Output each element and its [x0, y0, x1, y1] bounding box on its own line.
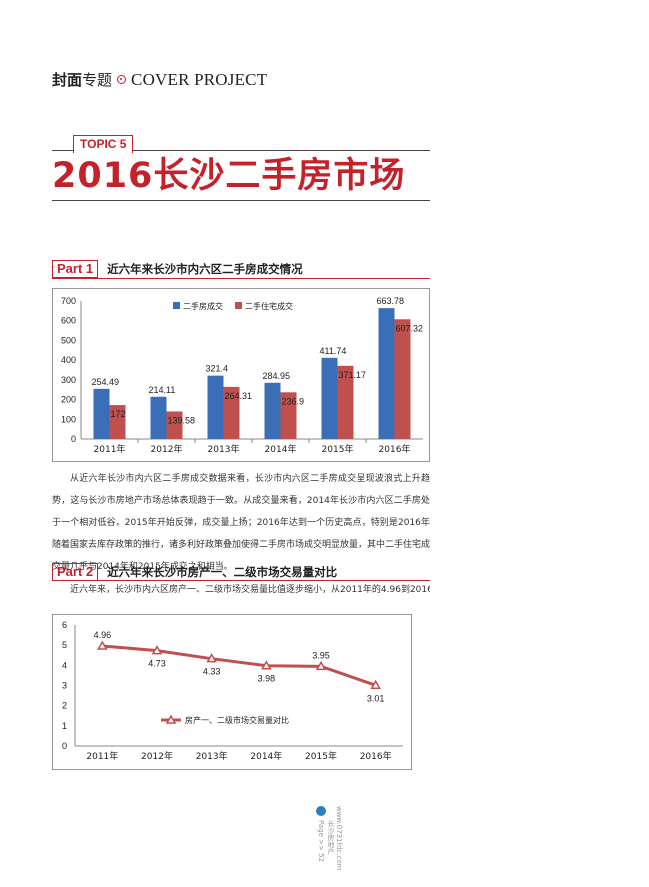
bar	[166, 411, 183, 439]
part1-title: 近六年来长沙市内六区二手房成交情况	[107, 262, 303, 276]
bar-chart: 0 100 200 300 400 500 600 700 2011年 254.49 172 2012…	[61, 296, 424, 455]
part2-paragraph-block: 近六年来，长沙市内六区房产一、二级市场交易量比值逐步缩小，从2011年的4.96…	[52, 579, 430, 601]
data-label: 607.32	[396, 323, 424, 333]
y-tick-label: 6	[62, 620, 67, 630]
data-label: 4.33	[203, 667, 221, 677]
data-label: 3.01	[367, 693, 385, 703]
data-label: 3.98	[258, 674, 276, 684]
bar	[337, 365, 354, 439]
x-tick-label: 2014年	[250, 750, 282, 762]
y-tick-label: 3	[62, 681, 67, 691]
x-tick-label: 2013年	[196, 750, 228, 762]
part1-paragraph: 从近六年长沙市内六区二手房成交数据来看，长沙市内六区二手房成交呈现波浪式上升趋势…	[52, 474, 431, 572]
y-tick-label: 700	[61, 296, 76, 306]
legend-entry: 二手住宅成交	[245, 301, 293, 311]
data-point	[315, 660, 327, 671]
data-label: 254.49	[92, 377, 120, 387]
legend-swatch	[173, 302, 180, 309]
part1-tag: Part 1	[52, 260, 99, 278]
data-label: 371.17	[339, 370, 367, 380]
y-tick-label: 2	[62, 701, 67, 711]
y-tick-label: 600	[61, 316, 76, 326]
page-number: Page >> 52	[317, 820, 325, 863]
part2-rule	[52, 580, 430, 581]
x-tick-label: 2016年	[360, 750, 392, 762]
data-label: 663.78	[377, 296, 405, 306]
y-tick-label: 0	[62, 741, 67, 751]
data-label: 321.4	[206, 364, 229, 374]
x-tick-label: 2016年	[379, 443, 411, 455]
data-label: 139.58	[168, 415, 196, 425]
page-title: 2016长沙二手房市场	[52, 156, 406, 196]
part2-paragraph: 近六年来，长沙市内六区房产一、二级市场交易量比值逐步缩小，从2011年的4.96…	[70, 585, 430, 595]
bar	[109, 405, 126, 439]
line-chart-box: 0 1 2 3 4 5 6 2011年 4.96 2012年 4.73 2013年 4.33 2014年 3…	[52, 614, 412, 770]
site-name: 长沙房地产	[327, 820, 335, 855]
data-label: 4.96	[94, 630, 112, 640]
topic-tag: TOPIC 5	[73, 135, 134, 153]
bar	[93, 388, 110, 439]
logo-dot-icon	[316, 806, 326, 816]
data-point	[206, 653, 217, 663]
header-en-title: COVER PROJECT	[131, 69, 268, 89]
data-point	[97, 640, 108, 650]
header-cn-bold: 封面	[52, 71, 83, 89]
y-tick-label: 1	[62, 721, 67, 731]
data-label: 214.11	[149, 385, 176, 395]
legend-swatch	[235, 302, 242, 309]
bar	[280, 392, 297, 439]
bar	[321, 357, 338, 439]
data-label: 284.95	[263, 371, 291, 381]
line-chart: 0 1 2 3 4 5 6 2011年 4.96 2012年 4.73 2013年 4.33 2014年 3…	[62, 620, 403, 762]
legend-entry: 二手房成交	[183, 301, 223, 311]
site-url: www.0731fdc.com	[335, 806, 343, 871]
data-label: 236.9	[282, 396, 305, 406]
series-line	[102, 644, 377, 687]
bar	[264, 382, 281, 439]
y-tick-label: 500	[61, 335, 76, 345]
x-tick-label: 2011年	[86, 750, 118, 762]
title-top-rule	[52, 150, 430, 151]
target-dot-icon	[117, 75, 127, 84]
bar	[223, 386, 240, 439]
y-tick-label: 400	[61, 355, 76, 365]
x-tick-label: 2011年	[94, 443, 126, 455]
part1-rule	[52, 278, 430, 279]
x-tick-label: 2015年	[305, 750, 337, 762]
data-point	[370, 679, 381, 690]
bar-chart-box: 0 100 200 300 400 500 600 700 2011年 254.49 172 2012…	[52, 288, 430, 462]
y-tick-label: 200	[61, 395, 76, 405]
y-tick-label: 5	[62, 640, 67, 650]
y-tick-label: 0	[71, 434, 76, 444]
data-point	[261, 660, 272, 670]
part1-heading: Part 1 近六年来长沙市内六区二手房成交情况	[52, 260, 303, 278]
data-label: 4.73	[148, 659, 166, 669]
legend-marker	[165, 714, 177, 724]
bar	[394, 319, 411, 439]
bar	[207, 375, 224, 439]
data-point	[151, 645, 163, 655]
bar	[378, 308, 395, 439]
x-tick-label: 2013年	[208, 443, 240, 455]
x-tick-label: 2015年	[322, 443, 354, 455]
y-tick-label: 100	[61, 414, 76, 424]
part2-title: 近六年来长沙市房产一、二级市场交易量对比	[107, 565, 338, 579]
section-header: 封面 专题 COVER PROJECT	[52, 69, 267, 90]
y-tick-label: 4	[62, 660, 67, 670]
y-tick-label: 300	[61, 375, 76, 385]
data-label: 3.95	[312, 650, 330, 660]
x-tick-label: 2014年	[265, 443, 297, 455]
data-label: 264.31	[225, 391, 253, 401]
x-tick-label: 2012年	[141, 750, 173, 762]
data-label: 411.74	[320, 346, 347, 356]
legend-entry: 房产一、二级市场交易量对比	[185, 715, 289, 725]
header-cn-normal: 专题	[82, 71, 113, 89]
data-label: 172	[111, 409, 126, 419]
x-tick-label: 2012年	[151, 443, 183, 455]
part1-paragraph-block: 从近六年长沙市内六区二手房成交数据来看，长沙市内六区二手房成交呈现波浪式上升趋势…	[52, 468, 430, 578]
title-bottom-rule	[52, 200, 430, 201]
bar	[150, 396, 167, 439]
